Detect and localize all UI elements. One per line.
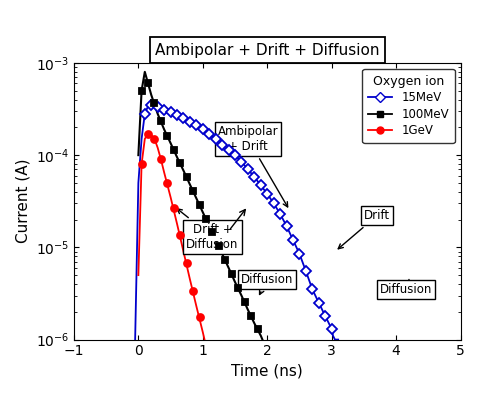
Text: Diffusion: Diffusion <box>380 279 432 296</box>
Text: Drift: Drift <box>338 209 390 249</box>
Text: Drift +
Diffusion: Drift + Diffusion <box>177 209 239 251</box>
Y-axis label: Current (A): Current (A) <box>15 159 30 243</box>
Text: Ambipolar
+ Drift: Ambipolar + Drift <box>217 125 288 207</box>
X-axis label: Time (ns): Time (ns) <box>231 364 303 379</box>
Text: Diffusion: Diffusion <box>241 273 293 294</box>
Legend: 15MeV, 100MeV, 1GeV: 15MeV, 100MeV, 1GeV <box>362 69 455 143</box>
Title: Ambipolar + Drift + Diffusion: Ambipolar + Drift + Diffusion <box>155 43 380 58</box>
